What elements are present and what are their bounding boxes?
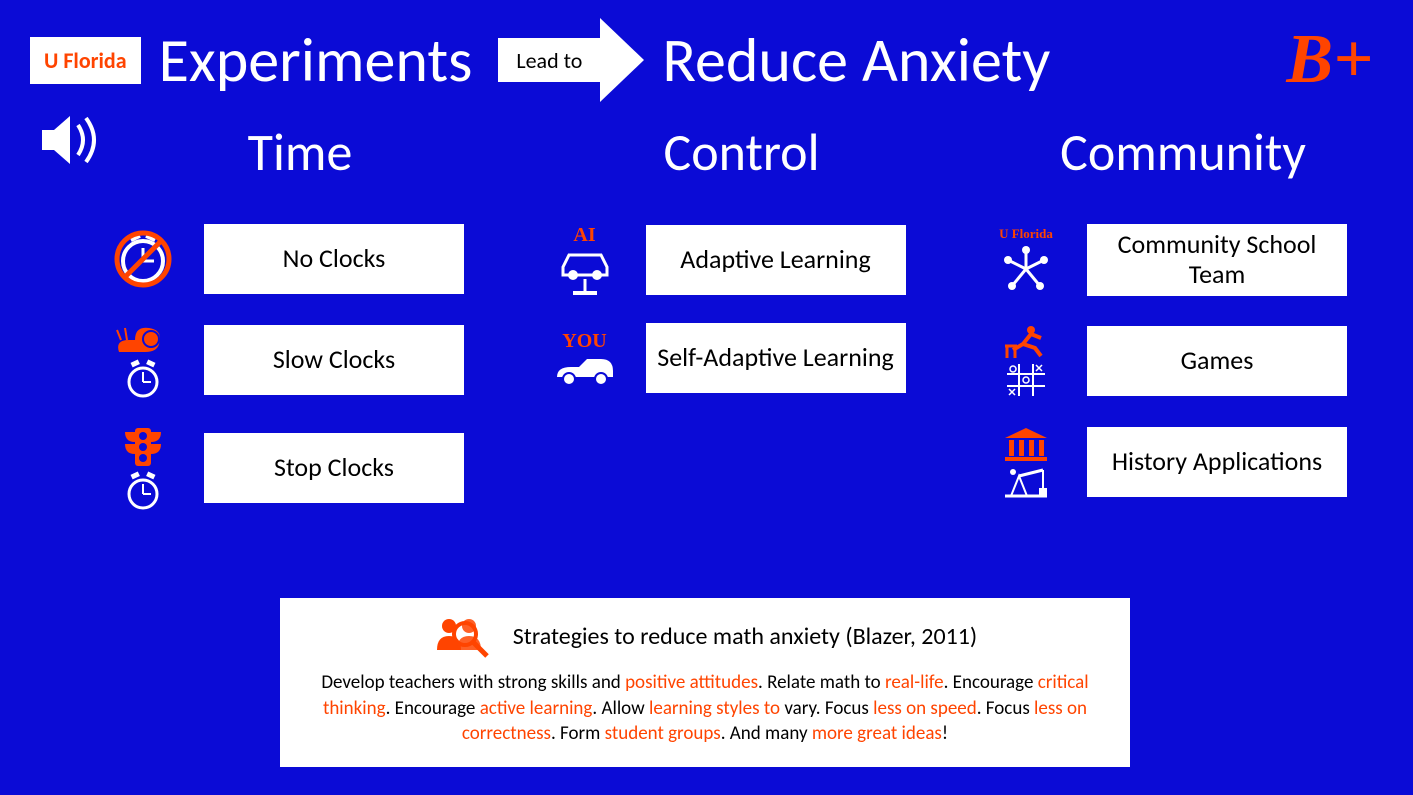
leadto-arrow: Lead to xyxy=(498,18,644,102)
bank-icon xyxy=(1001,426,1051,462)
row-history: History Applications xyxy=(983,426,1383,498)
tictactoe-icon xyxy=(1005,362,1047,398)
title-experiments: Experiments xyxy=(159,22,473,98)
column-community: Community U Florida Community School Tea… xyxy=(983,120,1383,538)
card-games: Games xyxy=(1087,326,1347,396)
clock-icon xyxy=(121,358,165,398)
speaker-icon[interactable] xyxy=(38,110,108,170)
no-clock-icon xyxy=(112,228,174,290)
card-slow-clocks: Slow Clocks xyxy=(204,325,464,395)
row-slow-clocks: Slow Clocks xyxy=(100,322,500,398)
card-history: History Applications xyxy=(1087,427,1347,497)
card-community-team: Community School Team xyxy=(1087,224,1347,296)
arrow-head-icon xyxy=(600,18,644,102)
arrow-label: Lead to xyxy=(498,38,600,82)
column-control: Control AI Adaptive Learning YOU xyxy=(542,120,942,538)
you-label: YOU xyxy=(562,330,606,353)
card-self-adaptive-learning: Self-Adaptive Learning xyxy=(646,323,906,393)
team-hands-icon xyxy=(998,244,1054,294)
clock-icon xyxy=(121,470,165,510)
uf-badge: U Florida xyxy=(30,37,141,84)
footer-title: Strategies to reduce math anxiety (Blaze… xyxy=(513,622,977,651)
title-reduce-anxiety: Reduce Anxiety xyxy=(662,22,1050,98)
row-community-team: U Florida Community School Team xyxy=(983,224,1383,296)
column-time: Time No Clocks xyxy=(100,120,500,538)
snail-icon xyxy=(115,322,171,356)
card-stop-clocks: Stop Clocks xyxy=(204,433,464,503)
car-lift-icon xyxy=(555,249,615,295)
row-no-clocks: No Clocks xyxy=(100,224,500,294)
row-stop-clocks: Stop Clocks xyxy=(100,426,500,510)
ai-label: AI xyxy=(573,224,595,247)
columns: Time No Clocks xyxy=(100,120,1383,538)
header: U Florida Experiments Lead to Reduce Anx… xyxy=(30,18,1383,102)
people-search-icon xyxy=(433,612,493,660)
row-self-adaptive-learning: YOU Self-Adaptive Learning xyxy=(542,323,942,393)
footer-body: Develop teachers with strong skills and … xyxy=(308,670,1102,747)
grade-badge: B+ xyxy=(1286,20,1373,100)
footer-box: Strategies to reduce math anxiety (Blaze… xyxy=(280,598,1130,767)
row-adaptive-learning: AI Adaptive Learning xyxy=(542,224,942,295)
column-title-community: Community xyxy=(983,120,1383,184)
row-games: Games xyxy=(983,324,1383,398)
convertible-car-icon xyxy=(553,355,617,387)
uf-small-label: U Florida xyxy=(999,226,1053,242)
card-no-clocks: No Clocks xyxy=(204,224,464,294)
oil-pump-icon xyxy=(1001,464,1051,498)
card-adaptive-learning: Adaptive Learning xyxy=(646,225,906,295)
traffic-light-icon xyxy=(119,426,167,468)
column-title-control: Control xyxy=(542,120,942,184)
column-title-time: Time xyxy=(100,120,500,184)
hurdler-icon xyxy=(1001,324,1051,360)
